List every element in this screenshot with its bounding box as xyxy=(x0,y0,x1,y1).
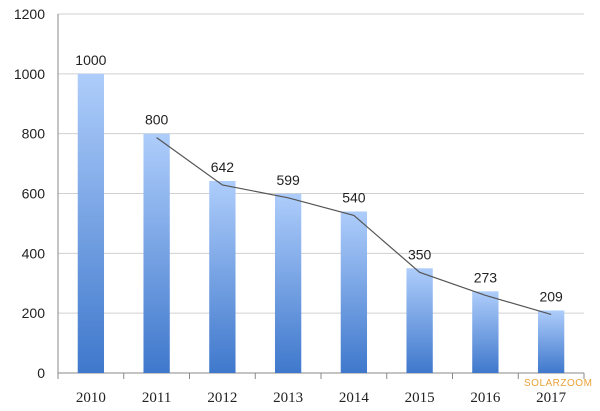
watermark-text: SOLARZOOM xyxy=(524,378,592,389)
x-tick-label: 2014 xyxy=(339,390,370,406)
y-tick-labels: 0 200 400 600 800 1000 1200 xyxy=(14,6,45,381)
data-label-2014: 540 xyxy=(342,189,366,205)
trend-polyline xyxy=(156,137,552,316)
x-tick-label: 2012 xyxy=(207,390,237,406)
y-tick-label: 1000 xyxy=(14,66,45,82)
axes xyxy=(57,14,585,379)
bar-2010 xyxy=(77,73,105,373)
data-label-2016: 273 xyxy=(474,269,498,285)
x-tick-label: 2011 xyxy=(142,390,171,406)
bar-2014 xyxy=(340,211,368,373)
x-tick-label: 2015 xyxy=(405,390,435,406)
y-tick-label: 0 xyxy=(37,365,45,381)
data-label-2011: 800 xyxy=(145,112,169,128)
y-tick-label: 400 xyxy=(22,245,46,261)
bar-2011 xyxy=(143,133,170,373)
y-tick-label: 200 xyxy=(22,305,46,321)
trend-line xyxy=(156,137,552,316)
x-tick-label: 2017 xyxy=(536,390,567,406)
bar-2013 xyxy=(274,193,302,373)
x-tick-labels: 2010 2011 2012 2013 2014 2015 2016 2017 xyxy=(76,390,567,406)
data-label-2010: 1000 xyxy=(75,52,106,68)
bar-2017 xyxy=(537,310,565,373)
x-tick-label: 2010 xyxy=(76,390,106,406)
data-label-2015: 350 xyxy=(408,246,432,262)
x-tick-label: 2016 xyxy=(470,390,501,406)
y-tick-label: 600 xyxy=(22,186,46,202)
grid-lines xyxy=(58,13,584,314)
bar-2016 xyxy=(472,291,499,373)
bars xyxy=(77,73,565,373)
data-label-2013: 599 xyxy=(276,172,300,188)
bar-2015 xyxy=(406,268,433,373)
data-label-2017: 209 xyxy=(539,288,563,304)
y-tick-label: 1200 xyxy=(14,6,45,22)
bar-2012 xyxy=(209,180,236,373)
y-tick-label: 800 xyxy=(22,126,46,142)
data-labels: 1000 800 642 599 540 350 273 209 xyxy=(75,52,563,305)
x-tick-label: 2013 xyxy=(273,390,303,406)
data-label-2012: 642 xyxy=(211,159,235,175)
